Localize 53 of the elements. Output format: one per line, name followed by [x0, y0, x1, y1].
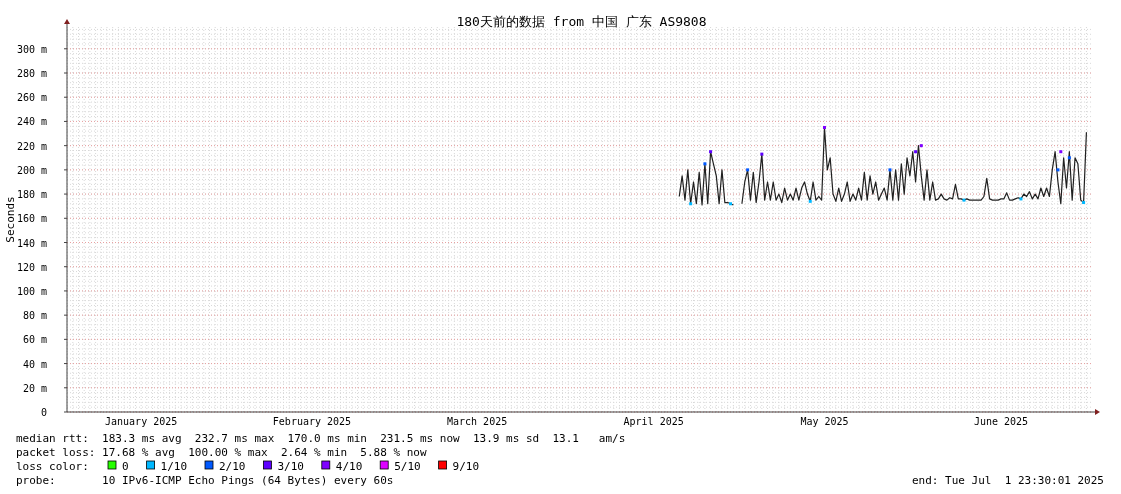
y-tick-label: 180 m: [16, 189, 47, 201]
legend-label: 4/10: [335, 460, 363, 473]
point: [808, 199, 812, 203]
legend-label: 5/10: [394, 460, 421, 473]
y-tick-label: 120 m: [16, 261, 47, 273]
legend-label: 9/10: [452, 460, 480, 473]
legend-title: loss color:: [16, 460, 89, 473]
y-tick-label: 280 m: [16, 68, 47, 80]
y-tick-label: 240 m: [16, 116, 47, 128]
x-tick-label: May 2025: [800, 416, 849, 427]
legend-label: 1/10: [160, 460, 188, 473]
point: [888, 168, 892, 172]
chart-title: 180天前的数据 from 中国 广东 AS9808: [456, 14, 707, 29]
legend-label: 2/10: [219, 460, 246, 473]
point: [919, 144, 923, 148]
point: [760, 152, 764, 156]
point: [962, 198, 966, 202]
y-tick-label: 260 m: [16, 92, 47, 104]
point: [689, 202, 693, 206]
text: median rtt: 183.3 ms avg 232.7 ms max 170.0 ms min 231.5 ms now 13.9 ms sd 13.1 am/s: [16, 432, 626, 445]
y-tick-label: 220 m: [16, 140, 47, 152]
text: probe: 10 IPv6-ICMP Echo Pings (64 Bytes) every 60s: [16, 474, 394, 487]
x-tick-label: March 2025: [447, 416, 508, 427]
point: [822, 125, 826, 129]
point: [914, 150, 918, 154]
y-tick-label: 20 m: [22, 382, 47, 394]
y-tick-label: 200 m: [16, 164, 47, 176]
legend-label: 0: [122, 460, 129, 473]
point: [746, 168, 750, 172]
y-tick-label: 300 m: [16, 43, 47, 55]
y-tick-label: 60 m: [22, 334, 47, 346]
x-tick-label: February 2025: [272, 416, 352, 427]
point: [1067, 156, 1071, 160]
x-tick-label: April 2025: [623, 416, 684, 427]
point: [1019, 197, 1023, 201]
y-axis-title: Seconds: [4, 196, 17, 243]
point: [1082, 201, 1086, 205]
legend-label: 3/10: [277, 460, 304, 473]
x-tick-label: January 2025: [105, 416, 178, 427]
y-tick-label: 40 m: [22, 358, 47, 370]
point: [703, 162, 707, 166]
y-tick-label: 0: [40, 407, 47, 418]
y-tick-label: 140 m: [16, 237, 47, 249]
point: [1059, 150, 1063, 154]
text: packet loss: 17.68 % avg 100.00 % max 2.64 % min 5.88 % now: [16, 446, 427, 459]
point: [709, 150, 713, 154]
y-tick-label: 80 m: [22, 310, 47, 322]
text: end: Tue Jul 1 23:30:01 2025: [911, 474, 1104, 487]
y-tick-label: 160 m: [16, 213, 47, 225]
x-tick-label: June 2025: [973, 416, 1029, 427]
y-tick-label: 100 m: [16, 285, 47, 297]
point: [729, 202, 733, 206]
point: [1056, 168, 1060, 172]
